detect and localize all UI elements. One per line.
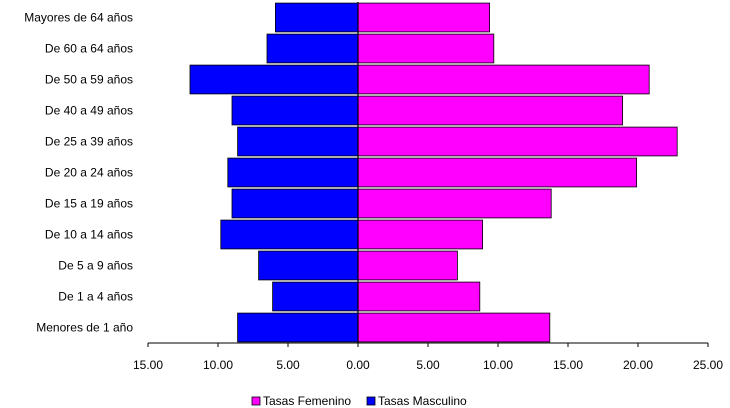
bar-femenino: [357, 64, 650, 95]
bar-masculino: [220, 219, 359, 250]
x-tick-label: 20.00: [623, 358, 653, 372]
bar-masculino: [266, 33, 359, 64]
bar-femenino: [357, 250, 458, 281]
x-tick-label: 10.00: [203, 358, 233, 372]
category-label: De 1 a 4 años: [58, 290, 133, 304]
bar-masculino: [231, 188, 359, 219]
category-label: De 40 a 49 años: [45, 104, 133, 118]
bar-masculino: [227, 157, 359, 188]
x-tick-label: 25.00: [693, 358, 723, 372]
category-label: De 50 a 59 años: [45, 73, 133, 87]
bar-femenino: [357, 219, 483, 250]
legend-swatch-femenino: [251, 396, 261, 406]
bar-femenino: [357, 188, 552, 219]
legend-label-femenino: Tasas Femenino: [263, 394, 351, 408]
legend: Tasas Femenino Tasas Masculino: [251, 394, 467, 408]
x-tick-label: 15.00: [553, 358, 583, 372]
x-ticks: [147, 343, 709, 347]
legend-item-femenino: Tasas Femenino: [251, 394, 351, 408]
x-tick-label: 0.00: [346, 358, 370, 372]
legend-item-masculino: Tasas Masculino: [366, 394, 467, 408]
bar-masculino: [237, 312, 359, 343]
bar-femenino: [357, 126, 678, 157]
x-tick-label: 10.00: [483, 358, 513, 372]
bar-femenino: [357, 281, 481, 312]
x-tick-label: 15.00: [133, 358, 163, 372]
bars-group: [189, 2, 678, 343]
bar-masculino: [237, 126, 359, 157]
category-label: De 5 a 9 años: [58, 259, 133, 273]
bar-femenino: [357, 312, 551, 343]
bar-masculino: [231, 95, 359, 126]
x-tick-label: 5.00: [416, 358, 440, 372]
bar-femenino: [357, 95, 624, 126]
legend-label-masculino: Tasas Masculino: [378, 394, 467, 408]
x-tick-labels: 15.00 10.00 5.00 0.00 5.00 10.00 15.00 20.00 25.…: [133, 358, 723, 372]
category-label: De 20 a 24 años: [45, 166, 133, 180]
bar-femenino: [357, 2, 491, 33]
category-label: De 60 a 64 años: [45, 42, 133, 56]
category-label: De 15 a 19 años: [45, 197, 133, 211]
bar-masculino: [258, 250, 359, 281]
category-labels: Mayores de 64 años De 60 a 64 años De 50 a…: [24, 11, 133, 335]
category-label: Menores de 1 año: [36, 321, 133, 335]
bar-femenino: [357, 33, 495, 64]
bar-masculino: [274, 2, 359, 33]
category-label: De 10 a 14 años: [45, 228, 133, 242]
category-label: Mayores de 64 años: [24, 11, 133, 25]
bar-masculino: [272, 281, 359, 312]
x-tick-label: 5.00: [276, 358, 300, 372]
bar-femenino: [357, 157, 638, 188]
legend-swatch-masculino: [366, 396, 376, 406]
category-label: De 25 a 39 años: [45, 135, 133, 149]
bar-masculino: [189, 64, 359, 95]
